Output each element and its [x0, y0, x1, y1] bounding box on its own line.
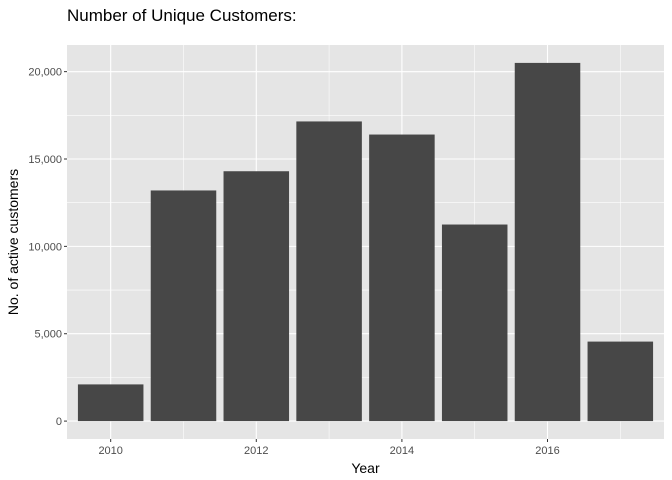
- bar-2010: [77, 384, 144, 422]
- x-tick-label: 2016: [535, 445, 559, 457]
- bar-2016: [514, 62, 581, 422]
- bar-2013: [296, 121, 362, 422]
- y-tick-label: 0: [56, 416, 62, 428]
- y-tick-label: 20,000: [28, 67, 62, 79]
- bar-2017: [587, 341, 654, 422]
- y-tick-label: 10,000: [28, 241, 62, 253]
- y-tick-label: 15,000: [28, 154, 62, 166]
- y-tick-label: 5,000: [34, 329, 62, 341]
- x-tick-label: 2012: [244, 445, 268, 457]
- bar-2014: [369, 134, 435, 422]
- bar-2011: [150, 190, 217, 422]
- x-tick-label: 2010: [98, 445, 122, 457]
- bar-2012: [223, 171, 290, 422]
- x-tick-label: 2014: [390, 445, 414, 457]
- x-axis-title: Year: [351, 460, 380, 476]
- chart-title: Number of Unique Customers:: [67, 6, 297, 25]
- x-axis: 2010 2012 2014 2016: [98, 439, 560, 457]
- bars: [77, 62, 654, 422]
- y-axis-title: No. of active customers: [5, 169, 21, 315]
- y-axis: 0 5,000 10,000 15,000 20,000: [28, 67, 67, 428]
- bar-2015: [441, 224, 508, 422]
